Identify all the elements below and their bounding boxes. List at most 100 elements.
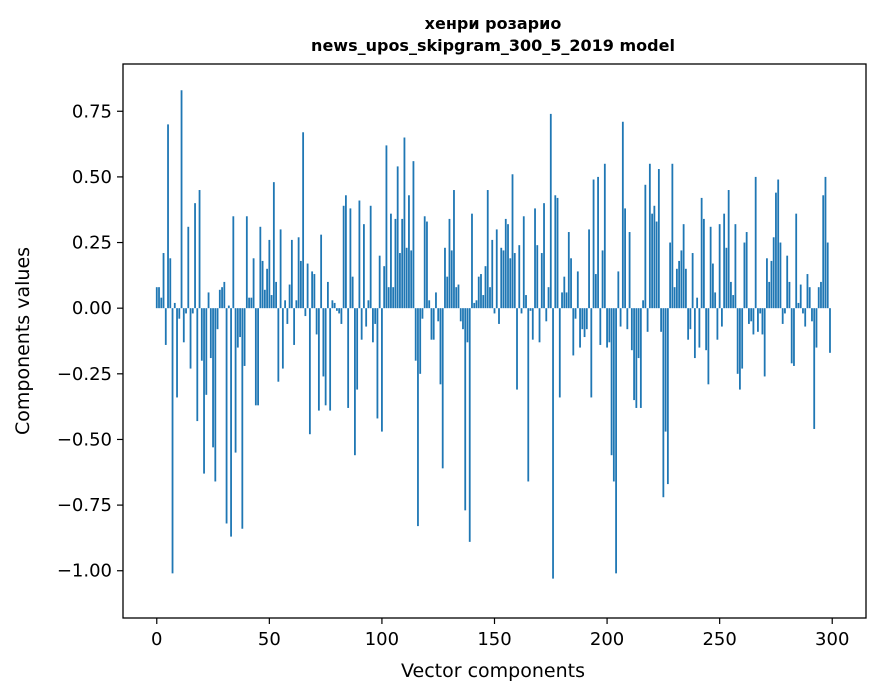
bar-159	[513, 253, 516, 309]
bar-130	[448, 218, 451, 309]
bar-291	[811, 308, 813, 322]
plot-frame	[122, 63, 867, 619]
bar-147	[486, 190, 489, 309]
bar-261	[743, 242, 746, 309]
bar-254	[727, 190, 730, 309]
bar-293	[815, 308, 818, 348]
bar-17	[194, 203, 196, 309]
bar-190	[583, 308, 586, 338]
bar-66	[304, 308, 307, 317]
bar-214	[637, 308, 640, 359]
bar-236	[687, 308, 690, 340]
bar-20	[200, 308, 203, 361]
bar-244	[705, 308, 708, 351]
bar-223	[657, 169, 660, 309]
y-tick-label: 0.75	[72, 101, 112, 122]
bar-296	[822, 195, 825, 309]
bar-200	[606, 308, 608, 348]
bar-15	[189, 308, 192, 369]
bar-104	[390, 213, 392, 309]
bar-112	[408, 195, 410, 309]
bar-93	[365, 308, 368, 327]
bar-286	[799, 284, 802, 309]
bar-222	[655, 221, 658, 309]
bar-188	[579, 308, 581, 348]
bar-71	[315, 308, 318, 335]
bar-246	[709, 226, 712, 309]
y-tick-label: 0.00	[72, 298, 112, 319]
bar-9	[176, 308, 178, 398]
bar-72	[317, 308, 320, 411]
bar-260	[741, 308, 744, 369]
bar-191	[585, 308, 588, 330]
bar-40	[245, 216, 248, 309]
bar-258	[736, 308, 739, 374]
bar-18	[196, 308, 199, 422]
bar-171	[540, 253, 543, 309]
bar-198	[601, 250, 604, 309]
bar-127	[441, 308, 444, 469]
bar-78	[331, 300, 334, 309]
bar-179	[558, 308, 561, 398]
bar-265	[752, 308, 755, 335]
bar-59	[288, 284, 291, 309]
bar-106	[394, 218, 397, 309]
y-tick-label: −0.25	[57, 364, 112, 385]
bar-228	[669, 242, 672, 309]
bar-81	[338, 308, 341, 314]
bar-197	[599, 308, 602, 345]
bar-241	[698, 308, 701, 348]
bar-26	[214, 308, 217, 482]
bar-132	[453, 190, 455, 309]
bar-27	[216, 308, 219, 330]
bar-213	[635, 308, 638, 408]
bar-103	[387, 287, 390, 309]
bar-215	[639, 308, 642, 408]
bar-202	[610, 308, 613, 456]
bar-111	[405, 247, 408, 309]
bar-209	[626, 308, 629, 330]
bar-125	[437, 308, 440, 322]
bar-221	[653, 205, 656, 309]
bar-124	[435, 292, 437, 309]
bar-172	[543, 203, 545, 309]
bar-22	[205, 308, 208, 395]
bar-164	[525, 295, 527, 309]
bar-192	[588, 229, 590, 309]
bar-163	[522, 216, 525, 309]
bar-108	[399, 253, 401, 309]
bar-57	[284, 300, 287, 309]
bar-226	[664, 308, 667, 432]
x-tick-label: 100	[365, 629, 399, 650]
bar-225	[662, 308, 665, 498]
bar-54	[277, 308, 280, 382]
bar-207	[621, 121, 624, 309]
bar-259	[739, 308, 741, 390]
bar-98	[376, 308, 379, 419]
bar-189	[581, 308, 584, 330]
bar-272	[768, 281, 771, 309]
bar-61	[293, 308, 296, 345]
bar-31	[225, 308, 228, 524]
bar-238	[691, 253, 694, 309]
bar-129	[446, 276, 449, 309]
bar-245	[707, 308, 710, 385]
bar-92	[363, 224, 365, 309]
bar-251	[721, 308, 723, 327]
bar-255	[730, 281, 732, 309]
bar-35	[234, 308, 237, 453]
bar-208	[624, 208, 626, 309]
bar-146	[484, 266, 487, 309]
bar-142	[475, 300, 478, 309]
bar-8	[173, 302, 176, 309]
x-axis-label: Vector components	[401, 660, 585, 682]
bar-86	[349, 208, 352, 309]
bar-218	[646, 308, 649, 332]
bar-5	[167, 124, 169, 309]
bar-69	[311, 271, 314, 309]
bar-199	[603, 163, 606, 309]
bar-90	[358, 200, 361, 309]
y-axis-label: Components values	[12, 247, 34, 435]
bar-105	[392, 287, 395, 309]
